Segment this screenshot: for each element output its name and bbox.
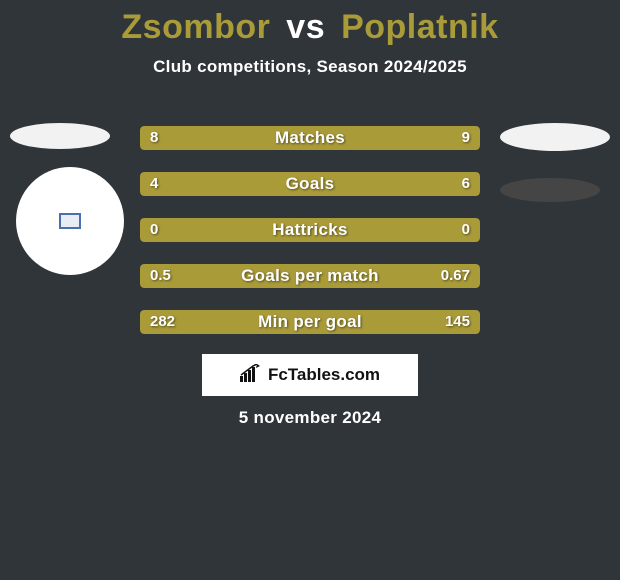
stat-label: Min per goal — [140, 310, 480, 334]
stat-label: Goals — [140, 172, 480, 196]
player2-portrait-shadow — [500, 178, 600, 202]
badge-icon — [59, 213, 81, 229]
stats-bars: 89Matches 46Goals 00Hattricks 0.50.67Goals … — [140, 126, 480, 356]
stat-row: 00Hattricks — [140, 218, 480, 242]
page-title: Zsombor vs Poplatnik — [0, 0, 620, 47]
player1-badge — [16, 167, 124, 275]
stat-row: 0.50.67Goals per match — [140, 264, 480, 288]
source-logo: FcTables.com — [202, 354, 418, 396]
subtitle: Club competitions, Season 2024/2025 — [0, 57, 620, 77]
stat-row: 89Matches — [140, 126, 480, 150]
date-text: 5 november 2024 — [0, 408, 620, 428]
stat-label: Matches — [140, 126, 480, 150]
title-vs: vs — [286, 8, 325, 46]
stat-row: 46Goals — [140, 172, 480, 196]
player2-portrait — [500, 123, 610, 151]
title-player1: Zsombor — [121, 8, 270, 46]
logo-text: FcTables.com — [268, 365, 380, 385]
chart-icon — [240, 364, 262, 387]
stat-label: Hattricks — [140, 218, 480, 242]
title-player2: Poplatnik — [341, 8, 499, 46]
stat-row: 282145Min per goal — [140, 310, 480, 334]
stat-label: Goals per match — [140, 264, 480, 288]
player1-portrait — [10, 123, 110, 149]
